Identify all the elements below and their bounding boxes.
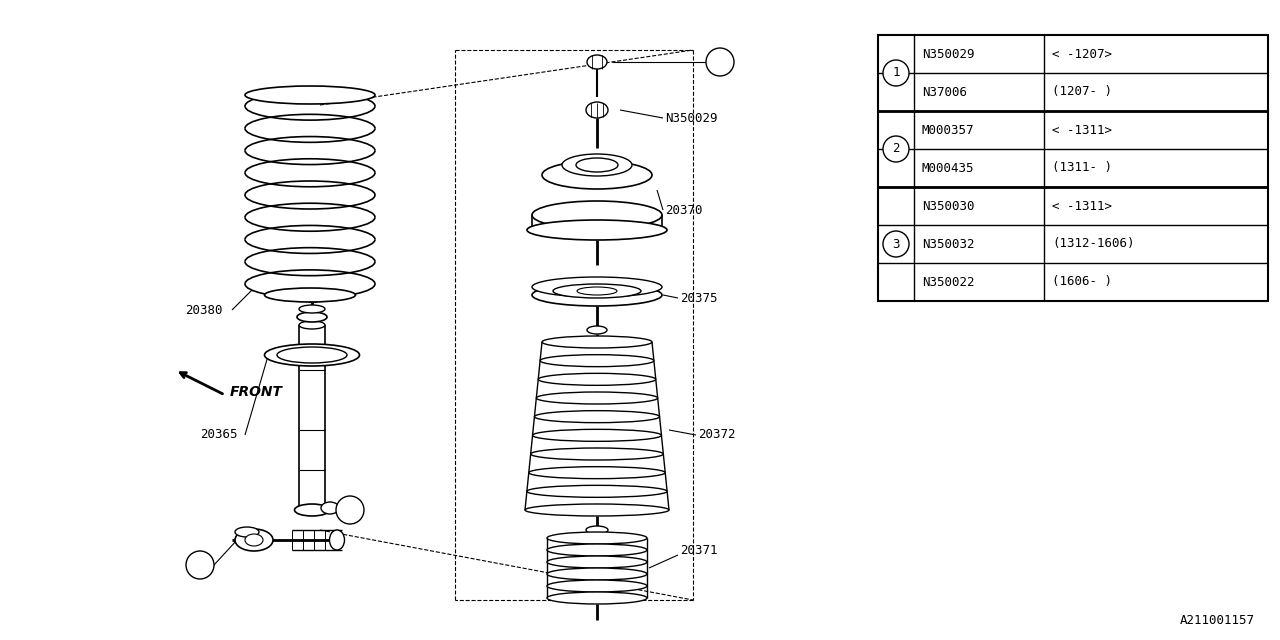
Ellipse shape <box>547 544 646 556</box>
Ellipse shape <box>588 55 607 69</box>
Text: N350022: N350022 <box>922 275 974 289</box>
Text: 3: 3 <box>892 237 900 250</box>
Text: A211001157: A211001157 <box>1180 614 1254 627</box>
Ellipse shape <box>300 305 325 313</box>
Text: N350032: N350032 <box>922 237 974 250</box>
Text: < -1311>: < -1311> <box>1052 124 1112 136</box>
Text: 20370: 20370 <box>666 204 703 216</box>
Ellipse shape <box>265 344 360 366</box>
Text: 20371: 20371 <box>680 543 718 557</box>
Text: FRONT: FRONT <box>230 385 283 399</box>
Ellipse shape <box>547 556 646 568</box>
Ellipse shape <box>329 530 344 550</box>
Ellipse shape <box>244 86 375 104</box>
Text: 2: 2 <box>892 143 900 156</box>
Ellipse shape <box>321 502 339 514</box>
Ellipse shape <box>244 534 262 546</box>
Ellipse shape <box>532 277 662 297</box>
Ellipse shape <box>532 284 662 306</box>
Ellipse shape <box>276 347 347 363</box>
Ellipse shape <box>547 592 646 604</box>
Text: 3: 3 <box>347 505 353 515</box>
Text: M000435: M000435 <box>922 161 974 175</box>
Ellipse shape <box>547 568 646 580</box>
Text: 1: 1 <box>717 57 723 67</box>
Circle shape <box>186 551 214 579</box>
Ellipse shape <box>531 448 663 460</box>
Ellipse shape <box>576 158 618 172</box>
Circle shape <box>707 48 733 76</box>
Text: 20375: 20375 <box>680 291 718 305</box>
Circle shape <box>883 231 909 257</box>
Ellipse shape <box>540 355 654 367</box>
Ellipse shape <box>236 527 259 537</box>
Ellipse shape <box>541 161 652 189</box>
Text: N350029: N350029 <box>922 47 974 61</box>
Circle shape <box>883 136 909 162</box>
Text: < -1311>: < -1311> <box>1052 200 1112 212</box>
Text: N350029: N350029 <box>666 111 718 125</box>
Text: (1207- ): (1207- ) <box>1052 86 1112 99</box>
Ellipse shape <box>525 504 669 516</box>
Text: (1311- ): (1311- ) <box>1052 161 1112 175</box>
Text: (1312-1606): (1312-1606) <box>1052 237 1134 250</box>
Ellipse shape <box>562 154 632 176</box>
Ellipse shape <box>538 373 655 385</box>
Ellipse shape <box>297 312 326 322</box>
Ellipse shape <box>265 288 356 302</box>
Text: 1: 1 <box>892 67 900 79</box>
Ellipse shape <box>529 467 666 479</box>
Ellipse shape <box>577 287 617 295</box>
Ellipse shape <box>236 529 273 551</box>
Ellipse shape <box>586 102 608 118</box>
Ellipse shape <box>586 526 608 534</box>
Ellipse shape <box>527 220 667 240</box>
Ellipse shape <box>532 201 662 229</box>
Circle shape <box>883 60 909 86</box>
Ellipse shape <box>527 485 667 497</box>
Ellipse shape <box>553 284 641 298</box>
Ellipse shape <box>541 336 652 348</box>
Text: 20372: 20372 <box>698 429 736 442</box>
Ellipse shape <box>294 504 329 516</box>
Ellipse shape <box>300 321 325 329</box>
Circle shape <box>335 496 364 524</box>
Ellipse shape <box>535 411 659 422</box>
Ellipse shape <box>532 429 662 442</box>
Text: M000357: M000357 <box>922 124 974 136</box>
Text: 20380: 20380 <box>186 303 223 317</box>
Text: N37006: N37006 <box>922 86 966 99</box>
Text: < -1207>: < -1207> <box>1052 47 1112 61</box>
Text: 2: 2 <box>197 560 204 570</box>
Ellipse shape <box>547 580 646 592</box>
Text: N350030: N350030 <box>922 200 974 212</box>
Text: (1606- ): (1606- ) <box>1052 275 1112 289</box>
Ellipse shape <box>300 506 325 514</box>
Ellipse shape <box>547 532 646 544</box>
Text: 20365: 20365 <box>200 429 238 442</box>
Ellipse shape <box>536 392 658 404</box>
Bar <box>878 35 1268 301</box>
Ellipse shape <box>588 326 607 334</box>
